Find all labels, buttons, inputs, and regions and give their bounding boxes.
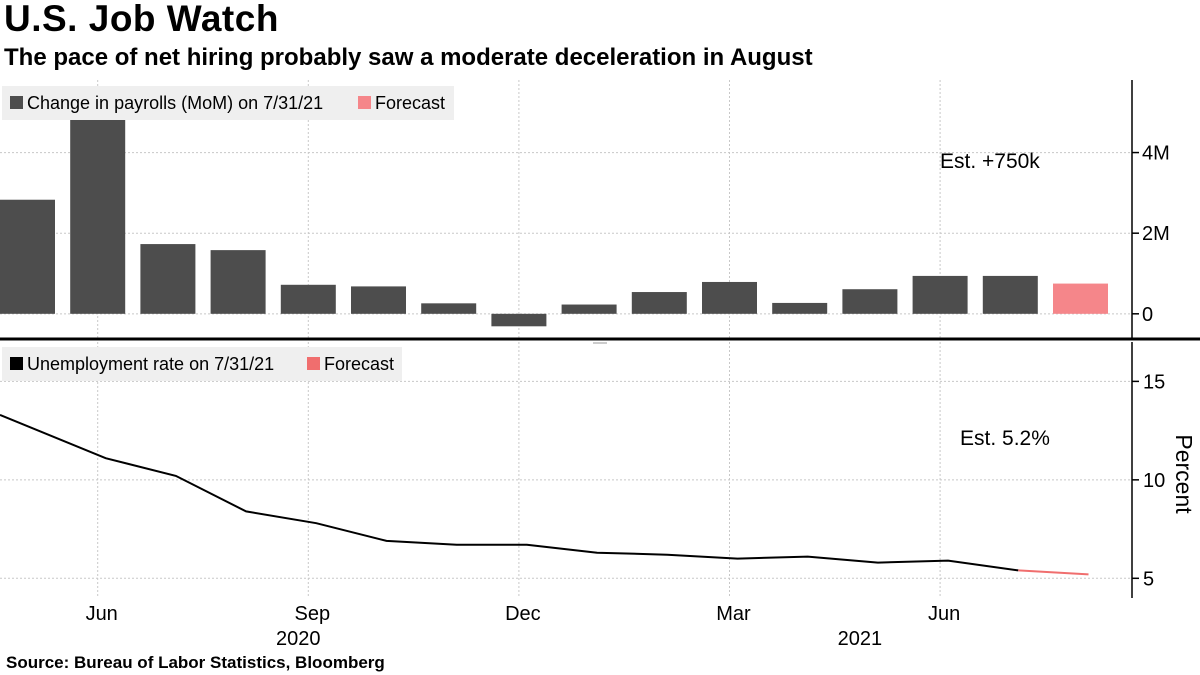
payrolls-bars: [0, 118, 1108, 327]
x-year-label-2020: 2020: [276, 628, 321, 650]
payrolls-legend-forecast-label: Forecast: [375, 93, 445, 113]
chart-canvas: 0 2M 4M Change in payrolls (MoM) on 7/31/2…: [0, 80, 1200, 650]
unemployment-actual-line: [0, 413, 1019, 572]
unemployment-line: [0, 413, 1089, 576]
x-axis: Jun Sep Dec Mar Jun 2020 2021: [86, 603, 961, 650]
payrolls-bar-2021-06: [912, 275, 968, 314]
x-tick-label-1: Sep: [295, 603, 331, 625]
payrolls-y-tick-label-1: 2M: [1142, 223, 1170, 245]
payrolls-bar-2021-01: [561, 304, 617, 314]
unemployment-y-tick-label-0: 5: [1143, 568, 1154, 590]
x-tick-label-2: Dec: [505, 603, 541, 625]
x-tick-label-4: Jun: [928, 603, 960, 625]
payrolls-bar-2020-07: [140, 244, 196, 314]
payrolls-bar-2020-08: [210, 250, 266, 314]
unemployment-legend-box: [2, 347, 402, 381]
payrolls-legend-actual-swatch: [10, 96, 23, 109]
unemployment-legend-actual-label: Unemployment rate on 7/31/21: [27, 354, 274, 374]
unemployment-legend: Unemployment rate on 7/31/21 Forecast: [2, 347, 402, 381]
unemployment-forecast-line: [1018, 569, 1089, 576]
unemployment-legend-actual-swatch: [10, 357, 23, 370]
unemployment-y-tick-label-1: 10: [1143, 470, 1165, 492]
payrolls-bar-2021-05: [842, 289, 898, 314]
payrolls-bar-2021-03: [702, 281, 757, 314]
unemployment-y-axis: 5 10 15: [1131, 342, 1165, 598]
unemployment-legend-forecast-swatch: [307, 357, 320, 370]
unemployment-y-tick-label-2: 15: [1143, 371, 1165, 393]
payrolls-bar-2020-11: [421, 303, 477, 314]
payrolls-y-axis: 0 2M 4M: [1131, 80, 1170, 338]
payrolls-y-tick-label-2: 4M: [1142, 143, 1170, 165]
x-tick-label-0: Jun: [86, 603, 118, 625]
payrolls-bar-2020-09: [280, 284, 336, 314]
unemployment-gridlines: [0, 342, 1132, 598]
payrolls-forecast-bar: [1053, 283, 1108, 314]
chart-subtitle: The pace of net hiring probably saw a mo…: [4, 44, 813, 71]
payrolls-estimate-annotation: Est. +750k: [940, 150, 1040, 173]
x-tick-label-3: Mar: [716, 603, 751, 625]
payrolls-bar-2021-04: [772, 302, 828, 314]
source-note: Source: Bureau of Labor Statistics, Bloo…: [6, 653, 385, 672]
payrolls-bar-2020-10: [351, 286, 406, 314]
unemployment-estimate-annotation: Est. 5.2%: [960, 427, 1050, 450]
payrolls-bar-2020-05: [0, 199, 55, 314]
payrolls-legend-forecast-swatch: [358, 96, 371, 109]
payrolls-legend-box: [2, 86, 454, 120]
unemployment-legend-forecast-label: Forecast: [324, 354, 394, 374]
payrolls-bar-2020-12: [491, 313, 547, 327]
payrolls-legend-actual-label: Change in payrolls (MoM) on 7/31/21: [27, 93, 323, 113]
payrolls-bar-2020-06: [70, 118, 126, 314]
payrolls-legend: Change in payrolls (MoM) on 7/31/21 Fore…: [2, 86, 454, 120]
x-year-label-2021: 2021: [838, 628, 883, 650]
unemployment-y-axis-label: Percent: [1171, 434, 1197, 514]
chart-title: U.S. Job Watch: [4, 0, 279, 39]
payrolls-bar-2021-02: [631, 292, 687, 314]
payrolls-bar-2021-07: [982, 275, 1038, 314]
payrolls-y-tick-label-0: 0: [1142, 304, 1153, 326]
